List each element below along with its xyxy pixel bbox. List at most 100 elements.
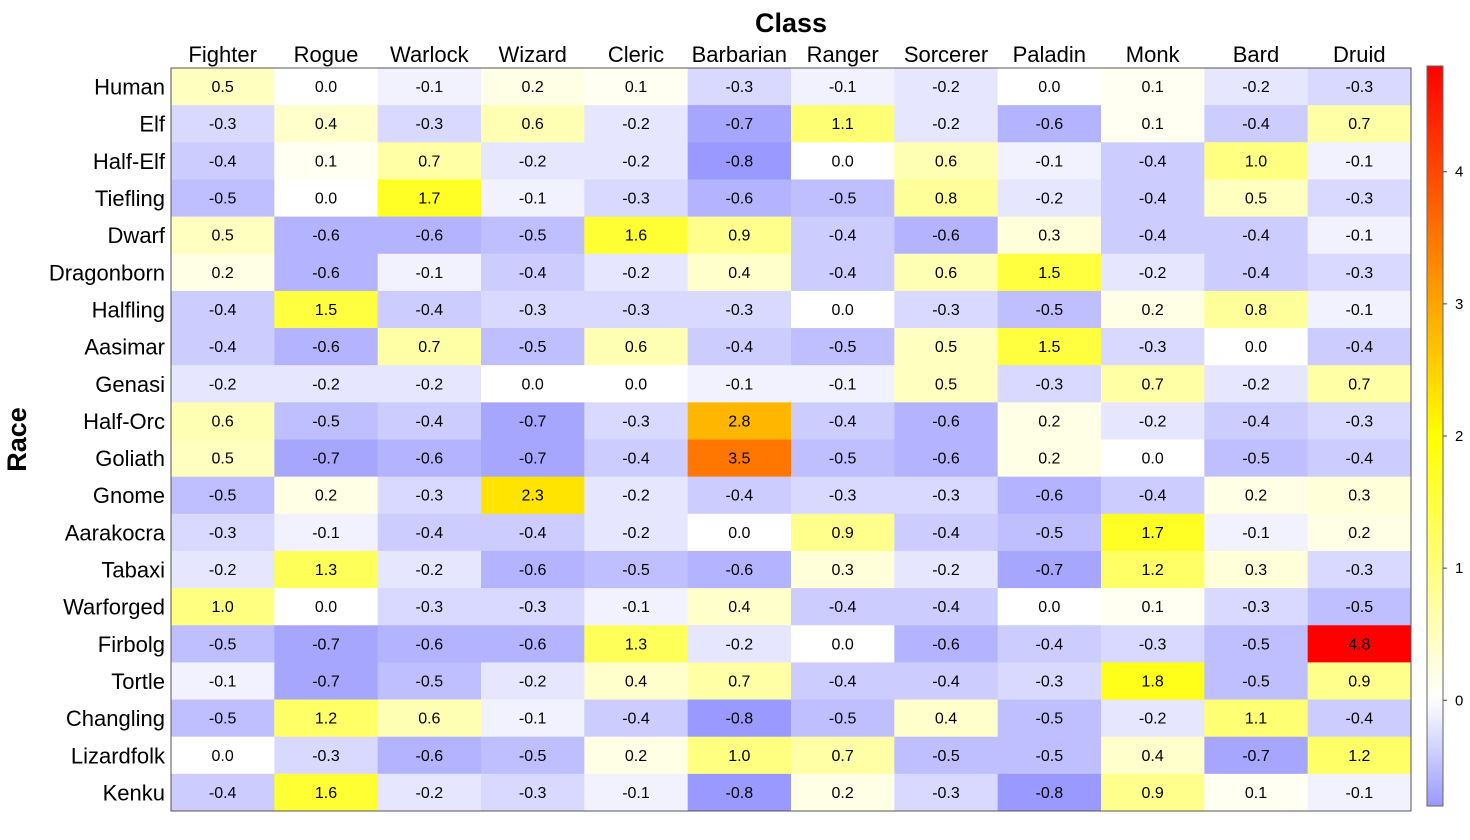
heatmap-cell — [1101, 550, 1205, 589]
cell-value-label: -0.1 — [519, 711, 547, 728]
heatmap-cell — [791, 588, 895, 626]
cell-value-label: -0.2 — [1036, 191, 1064, 208]
cell-value-label: -0.6 — [932, 228, 960, 245]
row-label-dwarf: Dwarf — [108, 223, 166, 248]
cell-value-label: -0.5 — [1346, 599, 1374, 616]
cell-value-label: -0.4 — [829, 599, 857, 616]
cell-value-label: -0.3 — [519, 599, 547, 616]
cell-value-label: -0.2 — [1139, 711, 1167, 728]
heatmap-cell — [1101, 588, 1205, 626]
heatmap-cell — [584, 513, 689, 552]
cell-value-label: -0.5 — [1036, 525, 1064, 542]
cell-value-label: -0.2 — [416, 562, 444, 579]
cell-value-label: -0.4 — [932, 525, 960, 542]
heatmap-cell — [1204, 588, 1309, 626]
heatmap-cell — [1101, 736, 1205, 775]
cell-value-label: -0.3 — [726, 79, 754, 96]
cell-value-label: -0.1 — [1346, 785, 1374, 802]
heatmap-cell — [171, 68, 275, 106]
cell-value-label: -0.5 — [312, 413, 340, 430]
cell-value-label: -0.2 — [932, 562, 960, 579]
heatmap-cell — [481, 476, 585, 515]
heatmap-cell — [481, 513, 585, 552]
cell-value-label: 0.5 — [935, 376, 957, 393]
cell-value-label: 0.5 — [212, 228, 234, 245]
column-label-paladin: Paladin — [1013, 42, 1086, 67]
heatmap-cell — [171, 550, 275, 589]
heatmap-cell — [274, 253, 379, 292]
heatmap-cell — [997, 105, 1102, 143]
heatmap-cell — [687, 476, 792, 515]
cell-value-label: -0.2 — [622, 525, 650, 542]
cell-value-label: 0.2 — [1038, 413, 1060, 430]
heatmap-cell — [687, 773, 792, 812]
heatmap-cell — [1204, 736, 1309, 775]
heatmap-cell — [687, 699, 792, 738]
cell-value-label: -0.6 — [519, 562, 547, 579]
heatmap-cell — [1204, 179, 1309, 218]
cell-value-label: -0.3 — [726, 302, 754, 319]
cell-value-label: -0.2 — [416, 785, 444, 802]
cell-value-label: -0.6 — [932, 413, 960, 430]
heatmap-cell — [687, 253, 792, 292]
heatmap-cell — [791, 625, 895, 663]
cell-value-label: 0.6 — [935, 153, 957, 170]
heatmap-cell — [1204, 402, 1309, 440]
cell-value-label: -0.4 — [209, 785, 237, 802]
column-label-sorcerer: Sorcerer — [904, 42, 988, 67]
heatmap-cell — [1204, 625, 1309, 663]
heatmap-cell — [171, 476, 275, 515]
heatmap-cell — [274, 290, 379, 329]
heatmap-cell — [894, 439, 999, 478]
cell-value-label: -0.3 — [1346, 265, 1374, 282]
cell-value-label: -0.3 — [1036, 673, 1064, 690]
cell-value-label: -0.1 — [209, 673, 237, 690]
heatmap-cell — [687, 328, 792, 366]
heatmap-cell — [481, 216, 585, 255]
cell-value-label: -0.6 — [932, 636, 960, 653]
cell-value-label: -0.2 — [209, 376, 237, 393]
cell-value-label: 1.0 — [212, 599, 234, 616]
cell-value-label: -0.1 — [519, 191, 547, 208]
cell-value-label: 1.6 — [315, 785, 337, 802]
heatmap-cell — [1204, 68, 1309, 106]
column-label-barbarian: Barbarian — [692, 42, 787, 67]
heatmap-cell — [584, 290, 689, 329]
heatmap-cell — [791, 290, 895, 329]
heatmap-cell — [1307, 105, 1412, 143]
heatmap-cell — [274, 439, 379, 478]
cell-value-label: 0.6 — [935, 265, 957, 282]
cell-value-label: -0.4 — [622, 451, 650, 468]
heatmap-cell — [171, 439, 275, 478]
cell-value-label: -0.3 — [622, 413, 650, 430]
cell-value-label: -0.3 — [416, 599, 444, 616]
heatmap-cell — [894, 736, 999, 775]
heatmap-cell — [377, 513, 482, 552]
heatmap-cell — [377, 588, 482, 626]
heatmap-cell — [997, 513, 1102, 552]
heatmap-cell — [274, 328, 379, 366]
row-label-lizardfolk: Lizardfolk — [71, 743, 166, 768]
heatmap-cell — [274, 365, 379, 403]
cell-value-label: -0.5 — [519, 228, 547, 245]
cell-value-label: -0.3 — [416, 488, 444, 505]
heatmap-cell — [687, 625, 792, 663]
heatmap-cell — [1307, 513, 1412, 552]
heatmap-cell — [1101, 773, 1205, 812]
heatmap-cell — [791, 68, 895, 106]
cell-value-label: -0.4 — [829, 673, 857, 690]
cell-value-label: 1.6 — [625, 228, 647, 245]
cell-value-label: 0.0 — [212, 748, 234, 765]
cell-value-label: -0.8 — [726, 153, 754, 170]
heatmap-cell — [997, 68, 1102, 106]
cell-value-label: -0.6 — [312, 228, 340, 245]
cell-value-label: -0.2 — [1139, 265, 1167, 282]
cell-value-label: 0.9 — [1348, 673, 1370, 690]
cell-value-label: -0.6 — [312, 265, 340, 282]
cell-value-label: -0.4 — [1242, 116, 1270, 133]
row-label-halfling: Halfling — [92, 297, 165, 322]
heatmap-cell — [997, 699, 1102, 738]
heatmap-cell — [894, 625, 999, 663]
cell-value-label: 0.4 — [728, 599, 750, 616]
heatmap-cell — [791, 736, 895, 775]
